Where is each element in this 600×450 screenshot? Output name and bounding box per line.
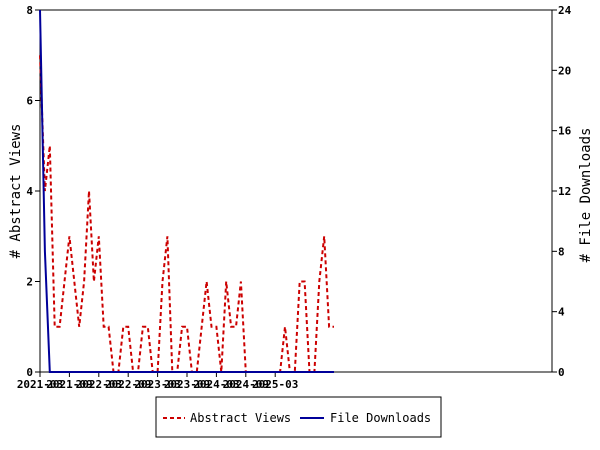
y-axis-right-title: # File Downloads	[578, 128, 594, 263]
y-left-tick-label: 2	[26, 276, 33, 289]
y-left-tick-label: 0	[26, 366, 33, 379]
y-right-tick-label: 24	[558, 4, 572, 17]
y-right-tick-label: 4	[558, 306, 565, 319]
y-right-tick-label: 8	[558, 245, 565, 258]
x-tick-label: 2024-09	[223, 378, 269, 391]
series-line-file-downloads	[39, 9, 334, 373]
y-left-tick-label: 4	[26, 185, 33, 198]
x-tick-label: 2021-03	[17, 378, 63, 391]
series-lines	[39, 9, 334, 373]
x-tick-label: 2022-09	[105, 378, 151, 391]
x-tick-label: 2024-03	[193, 378, 239, 391]
y-right-tick-label: 16	[558, 125, 572, 138]
plot-area	[39, 9, 553, 373]
y-left-tick-label: 8	[26, 4, 33, 17]
legend: Abstract Views File Downloads	[155, 396, 442, 438]
legend-box	[155, 396, 442, 438]
y-right-tick-label: 20	[558, 64, 571, 77]
x-tick-label: 2023-03	[134, 378, 180, 391]
x-tick-label: 2021-09	[46, 378, 92, 391]
y-right-tick-label: 12	[558, 185, 571, 198]
legend-label-abstract-views: Abstract Views	[190, 411, 291, 425]
x-tick-label: 2022-03	[76, 378, 122, 391]
x-tick-label: 2025-03	[252, 378, 298, 391]
legend-label-file-downloads: File Downloads	[330, 411, 431, 425]
axis-ticks: 02468048121620242021-032021-092022-03202…	[17, 4, 572, 391]
x-tick-label: 2023-09	[164, 378, 210, 391]
y-right-tick-label: 0	[558, 366, 565, 379]
y-axis-left-title: # Abstract Views	[8, 124, 24, 259]
y-left-tick-label: 6	[26, 95, 33, 108]
